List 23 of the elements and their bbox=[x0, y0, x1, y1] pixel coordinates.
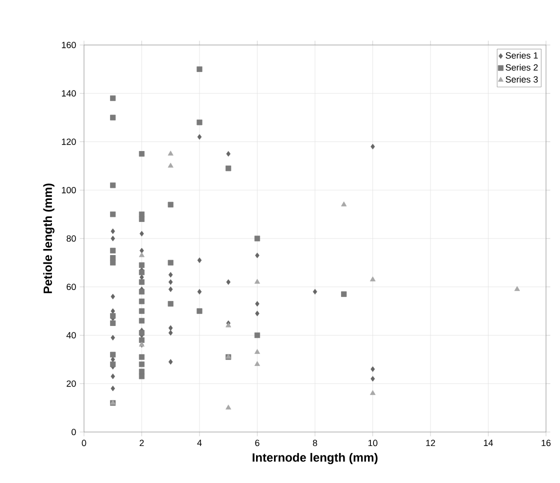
x-tick-label: 2 bbox=[140, 440, 144, 446]
x-tick-label: 12 bbox=[426, 440, 436, 446]
y-tick-label: 20 bbox=[66, 380, 76, 387]
x-axis-title: Internode length (mm) bbox=[252, 452, 378, 464]
x-tick-label: 0 bbox=[82, 440, 86, 446]
y-tick-label: 120 bbox=[62, 138, 76, 145]
x-tick-label: 16 bbox=[542, 440, 551, 446]
y-tick-label: 80 bbox=[66, 235, 76, 242]
legend-label: Series 3 bbox=[506, 76, 538, 83]
y-tick-label: 60 bbox=[66, 284, 76, 290]
y-tick-label: 140 bbox=[62, 90, 76, 97]
x-tick-label: 14 bbox=[484, 440, 493, 446]
y-axis-title: Petiole length (mm) bbox=[43, 184, 54, 294]
x-tick-label: 8 bbox=[312, 440, 318, 446]
x-tick-label: 10 bbox=[368, 440, 378, 446]
x-tick-label: 4 bbox=[197, 440, 202, 446]
y-tick-label: 100 bbox=[62, 186, 76, 194]
y-tick-label: 0 bbox=[72, 428, 76, 436]
legend-label: Series 2 bbox=[506, 64, 538, 71]
y-tick-label: 160 bbox=[62, 42, 76, 48]
x-tick-label: 6 bbox=[255, 440, 260, 446]
legend-label: Series 1 bbox=[506, 52, 538, 59]
y-tick-label: 40 bbox=[66, 332, 76, 338]
